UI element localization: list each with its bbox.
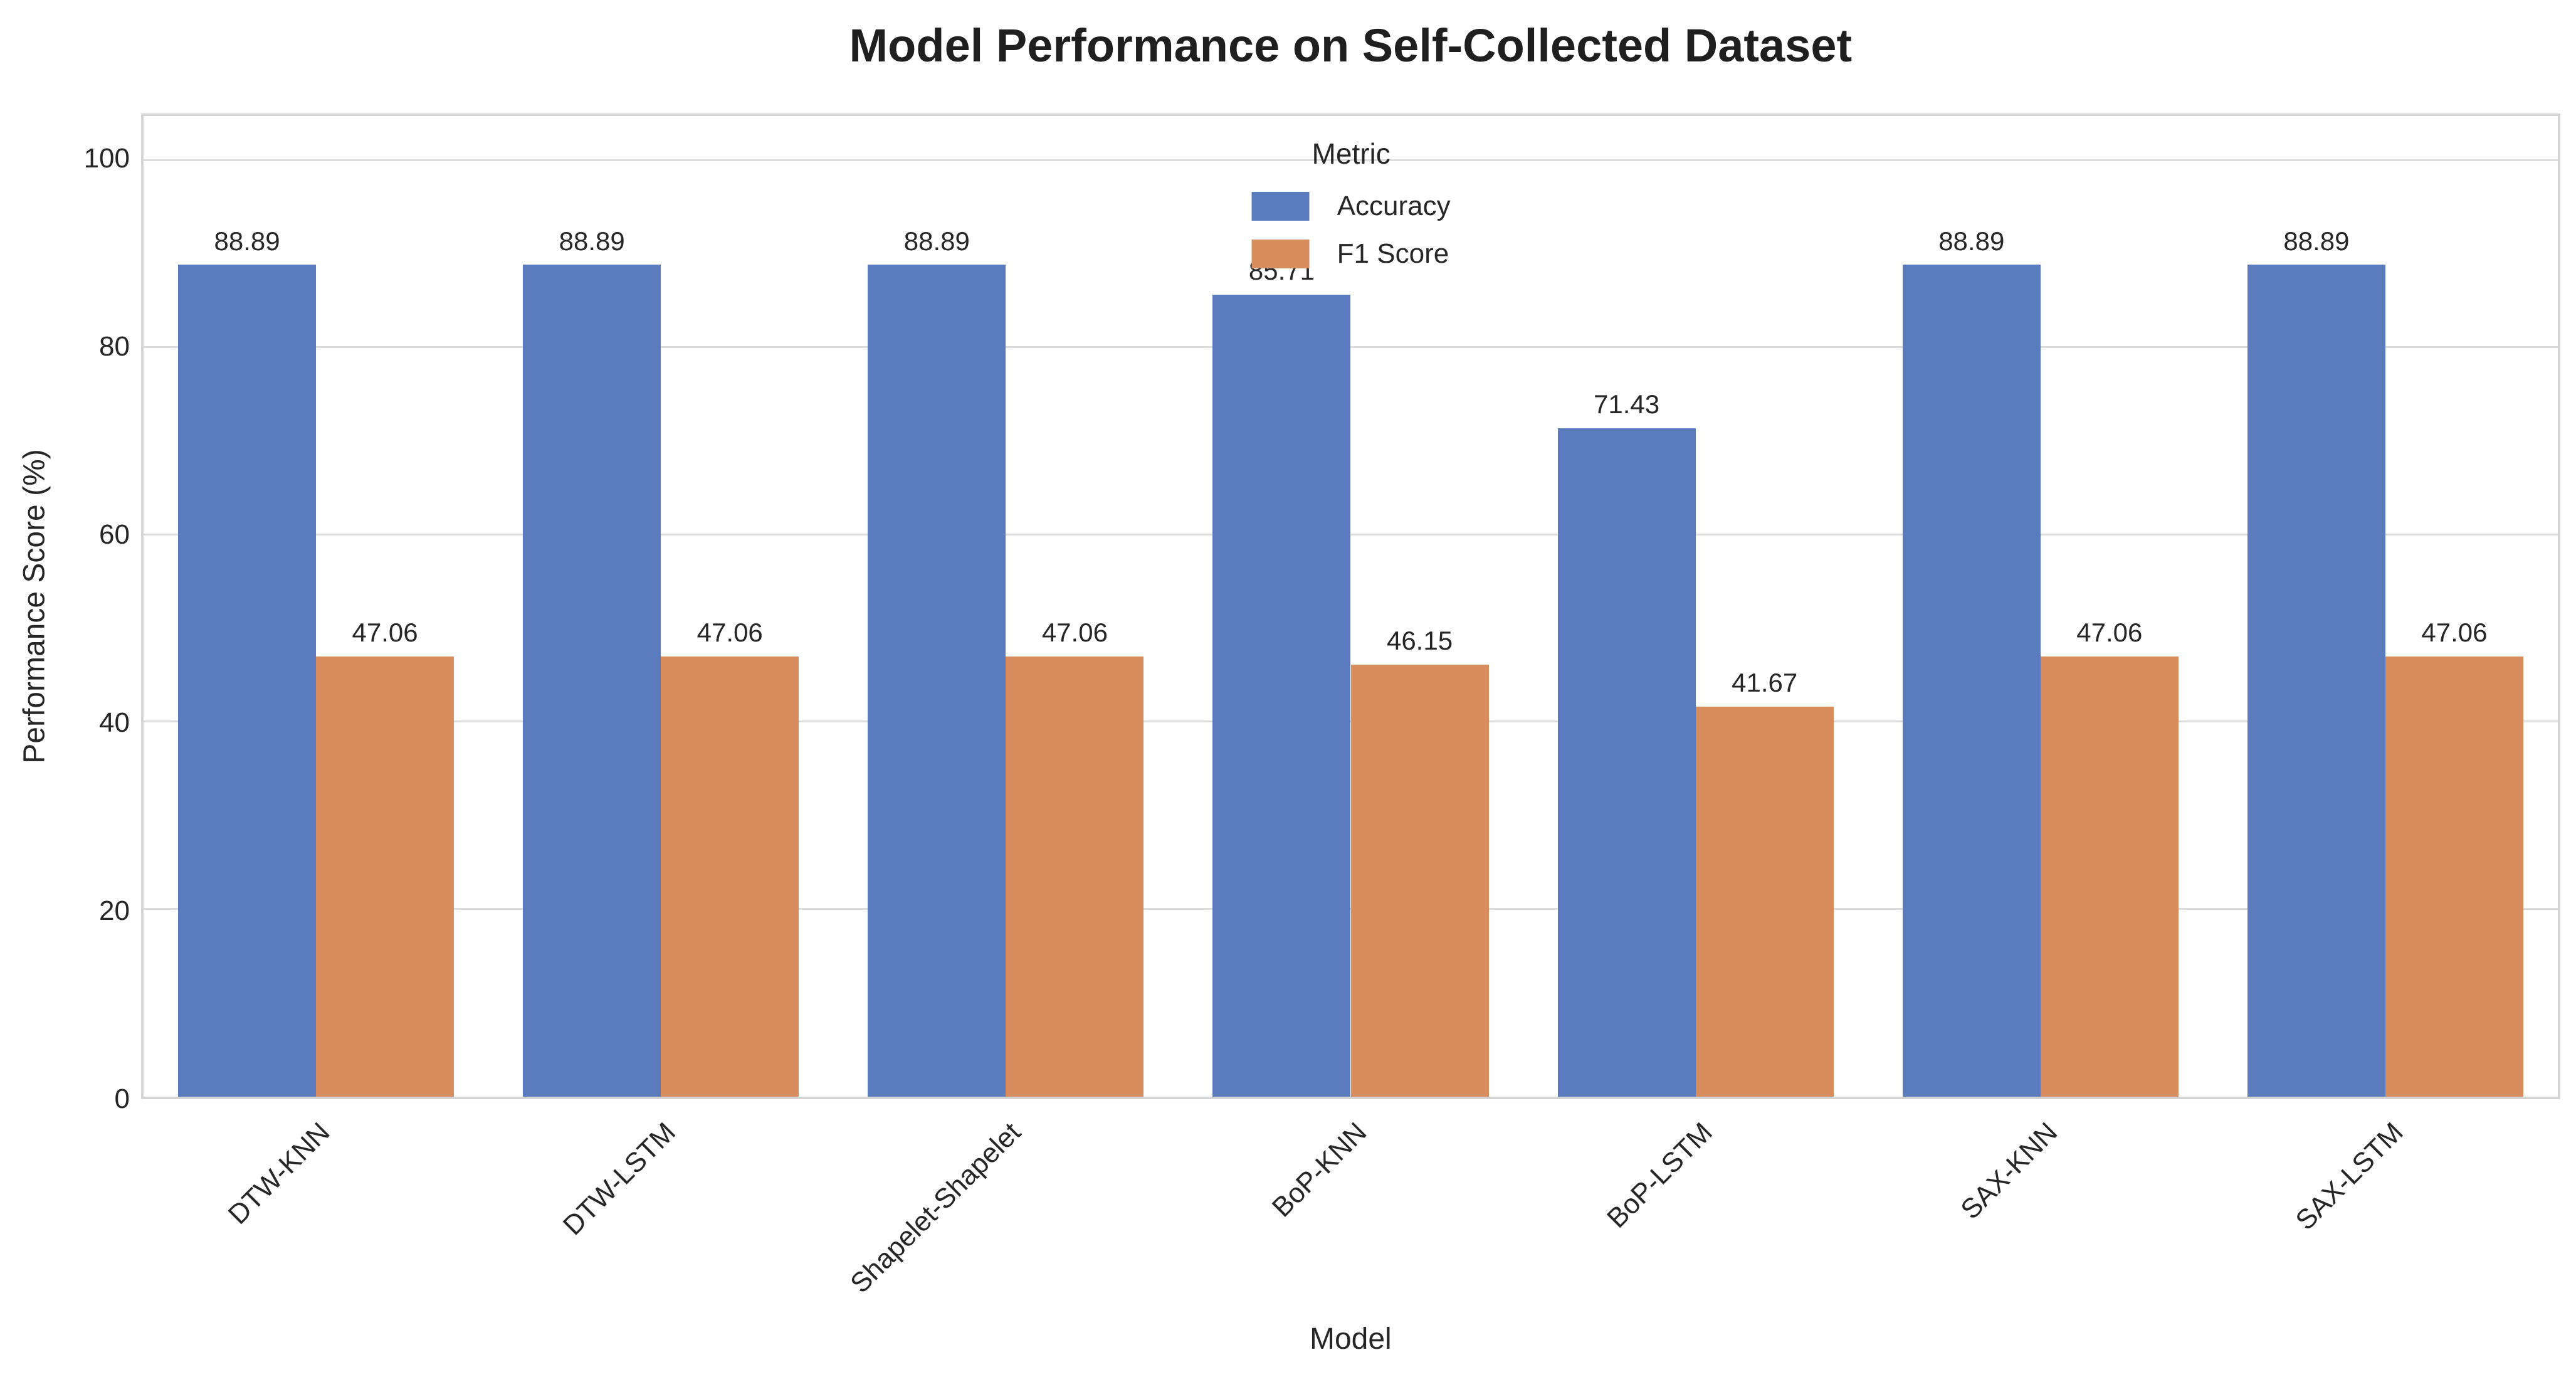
bar-accuracy-SAX-LSTM <box>2247 265 2385 1097</box>
bar-f1-score-DTW-LSTM <box>661 656 799 1097</box>
y-tick-label: 40 <box>99 707 130 738</box>
bar-accuracy-SAX-KNN <box>1902 265 2041 1097</box>
bar-value-label: 88.89 <box>1938 226 2005 256</box>
bar-value-label: 46.15 <box>1386 626 1453 656</box>
bar-f1-score-BoP-KNN <box>1350 665 1489 1097</box>
gridline-y60 <box>144 533 2558 535</box>
bar-accuracy-BoP-LSTM <box>1557 428 1696 1097</box>
x-tick-label-Shapelet-Shapelet: Shapelet-Shapelet <box>844 1117 1027 1299</box>
bar-value-label: 47.06 <box>1041 617 1108 647</box>
x-axis-title: Model <box>1309 1322 1392 1356</box>
legend-swatch-icon <box>1251 239 1310 268</box>
x-tick-label-BoP-LSTM: BoP-LSTM <box>1601 1117 1718 1234</box>
y-tick-label: 100 <box>83 142 130 174</box>
legend-entry-label: F1 Score <box>1337 238 1449 269</box>
legend-entry-accuracy: Accuracy <box>1251 190 1451 222</box>
bar-value-label: 88.89 <box>2283 226 2350 256</box>
y-tick-label: 0 <box>114 1084 130 1114</box>
x-tick-label-SAX-LSTM: SAX-LSTM <box>2289 1117 2409 1237</box>
legend-entry-f1-score: F1 Score <box>1251 238 1449 270</box>
x-tick-label-BoP-KNN: BoP-KNN <box>1266 1117 1373 1223</box>
bar-value-label: 88.89 <box>214 226 280 256</box>
y-tick-label: 60 <box>99 519 130 550</box>
x-tick-label-SAX-KNN: SAX-KNN <box>1955 1117 2064 1225</box>
chart-title: Model Performance on Self-Collected Data… <box>849 19 1853 71</box>
bar-f1-score-SAX-LSTM <box>2385 656 2523 1097</box>
legend-title: Metric <box>1312 137 1391 170</box>
legend-entry-label: Accuracy <box>1337 190 1451 221</box>
y-tick-label: 20 <box>99 895 130 926</box>
plot-area: 88.89 88.89 88.89 85.71 71.43 88.89 88.89 47.06… <box>141 113 2560 1099</box>
bar-f1-score-DTW-KNN <box>316 656 455 1097</box>
bar-value-label: 47.06 <box>2076 617 2143 647</box>
bar-value-label: 47.06 <box>697 617 763 647</box>
bar-value-label: 47.06 <box>2421 617 2488 647</box>
bar-value-label: 47.06 <box>352 617 418 647</box>
gridline-y100 <box>144 159 2558 161</box>
bar-accuracy-DTW-LSTM <box>523 265 661 1097</box>
y-axis-title: Performance Score (%) <box>18 448 51 764</box>
gridline-y80 <box>144 346 2558 349</box>
bar-value-label: 88.89 <box>559 226 625 256</box>
bar-value-label: 41.67 <box>1732 668 1798 698</box>
bar-f1-score-Shapelet-Shapelet <box>1006 656 1144 1097</box>
x-tick-label-DTW-KNN: DTW-KNN <box>222 1117 336 1230</box>
bar-accuracy-DTW-KNN <box>178 265 317 1097</box>
bar-f1-score-BoP-LSTM <box>1695 707 1834 1097</box>
bar-value-label: 88.89 <box>903 226 970 256</box>
bar-value-label: 71.43 <box>1594 389 1660 419</box>
legend-swatch-icon <box>1251 191 1310 221</box>
bar-accuracy-BoP-KNN <box>1212 294 1351 1097</box>
bar-accuracy-Shapelet-Shapelet <box>868 265 1006 1097</box>
bar-f1-score-SAX-KNN <box>2040 656 2179 1097</box>
legend: Metric Accuracy F1 Score <box>1251 137 1451 270</box>
x-tick-label-DTW-LSTM: DTW-LSTM <box>557 1117 681 1242</box>
y-tick-label: 80 <box>99 331 130 362</box>
